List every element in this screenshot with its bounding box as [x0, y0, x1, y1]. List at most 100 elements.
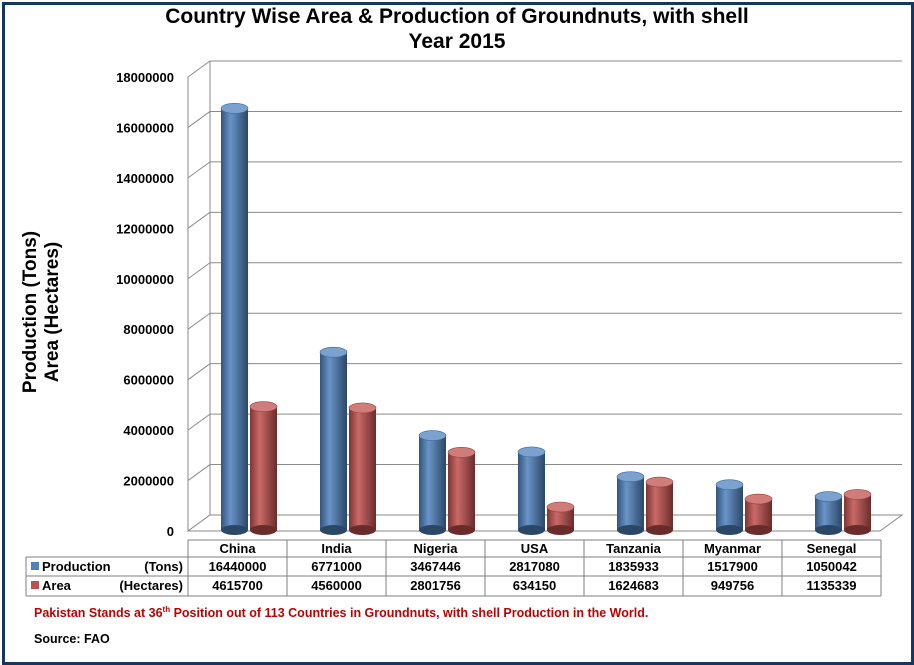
data-label: 4615700 [212, 578, 263, 593]
bar-area-usa [546, 501, 575, 535]
bar-body [617, 476, 644, 530]
bar-cap [418, 430, 447, 441]
category-label: Myanmar [704, 541, 761, 556]
gridline-side [187, 161, 211, 179]
y-tick-label: 2000000 [123, 474, 174, 489]
bar-body [815, 496, 842, 530]
footnote-post: Position out of 113 Countries in Groundn… [170, 606, 649, 621]
data-label: 1050042 [806, 559, 857, 574]
bar-area-nigeria [447, 447, 476, 535]
gridline-side [187, 60, 211, 78]
bar-production-china [220, 103, 249, 535]
legend-unit-production: (Tons) [144, 559, 183, 574]
data-label: 2801756 [410, 578, 461, 593]
legend-swatch-production [31, 562, 39, 570]
bar-area-tanzania [645, 476, 674, 535]
category-label: Senegal [807, 541, 857, 556]
bar-cap [814, 491, 843, 502]
bar-base [815, 525, 842, 535]
bar-cap [546, 501, 575, 513]
category-label: USA [521, 541, 549, 556]
data-label: 1835933 [608, 559, 659, 574]
data-label: 1135339 [807, 578, 857, 593]
bar-production-tanzania [616, 471, 645, 535]
gridline-side [187, 262, 211, 280]
bar-production-usa [517, 446, 546, 535]
bar-base [844, 525, 871, 535]
data-label: 16440000 [209, 559, 267, 574]
bar-cap [319, 346, 348, 358]
bar-cap [249, 401, 278, 412]
gridline-side [187, 464, 211, 481]
data-label: 3467446 [410, 559, 461, 574]
legend-label-production: Production [42, 559, 111, 574]
bar-cap [616, 471, 645, 482]
gridline-side [187, 413, 211, 431]
gridline-side [187, 211, 211, 229]
bars [220, 103, 872, 535]
y-tick-label: 6000000 [123, 373, 174, 388]
legend-label-area: Area [42, 578, 72, 593]
bar-base [349, 525, 376, 535]
footnote-sup: th [162, 605, 171, 614]
data-label: 6771000 [311, 559, 362, 574]
bar-cap [348, 402, 377, 414]
bar-base [617, 525, 644, 535]
y-tick-label: 18000000 [116, 70, 174, 85]
chart-title-line2: Year 2015 [408, 30, 506, 53]
legend-swatch-area [31, 581, 39, 589]
bar-base [547, 525, 574, 535]
gridline-side [187, 363, 211, 381]
y-tick-label: 12000000 [116, 221, 174, 236]
data-label: 2817080 [509, 559, 560, 574]
y-tick-label: 4000000 [123, 423, 174, 438]
footnote: Pakistan Stands at 36th Position out of … [34, 605, 648, 620]
bar-production-india [319, 346, 348, 535]
bar-base [448, 525, 475, 535]
chart-title: Country Wise Area & Production of Ground… [0, 4, 914, 54]
category-label: Tanzania [606, 541, 661, 556]
bar-body [716, 484, 743, 530]
bar-base [320, 525, 347, 535]
chart-title-line1: Country Wise Area & Production of Ground… [165, 5, 749, 28]
bar-production-senegal [814, 491, 843, 535]
bar-body [320, 352, 347, 530]
bar-cap [645, 476, 674, 488]
gridline-side [187, 312, 211, 330]
bar-body [547, 507, 574, 530]
data-label: 1517900 [707, 559, 758, 574]
y-tick-label: 14000000 [116, 171, 174, 186]
bar-base [745, 525, 772, 535]
bar-area-myanmar [744, 493, 773, 535]
data-label: 1624683 [608, 578, 659, 593]
legend-unit-area: (Hectares) [119, 578, 183, 593]
bar-cap [843, 489, 872, 500]
category-label: China [219, 541, 256, 556]
data-label: 949756 [711, 578, 754, 593]
bar-base [221, 525, 248, 535]
bar-base [419, 525, 446, 535]
bar-body [349, 407, 376, 530]
data-label: 4560000 [311, 578, 362, 593]
data-table: China 16440000 4615700 India 6771000 4560000 N… [25, 539, 882, 597]
category-label: India [321, 541, 352, 556]
bar-area-senegal [843, 489, 872, 535]
bar-cap [744, 493, 773, 505]
bar-cap [517, 446, 546, 458]
data-label: 634150 [513, 578, 556, 593]
bar-body [221, 108, 248, 530]
bar-body [250, 406, 277, 530]
bar-cap [220, 103, 249, 114]
bar-area-china [249, 401, 278, 535]
bar-base [250, 525, 277, 535]
bar-area-india [348, 402, 377, 535]
bar-body [518, 451, 545, 530]
y-tick-label: 10000000 [116, 272, 174, 287]
category-label: Nigeria [413, 541, 458, 556]
bar-body [646, 482, 673, 530]
y-tick-label: 8000000 [123, 322, 174, 337]
bar-body [419, 435, 446, 530]
bar-base [716, 525, 743, 535]
